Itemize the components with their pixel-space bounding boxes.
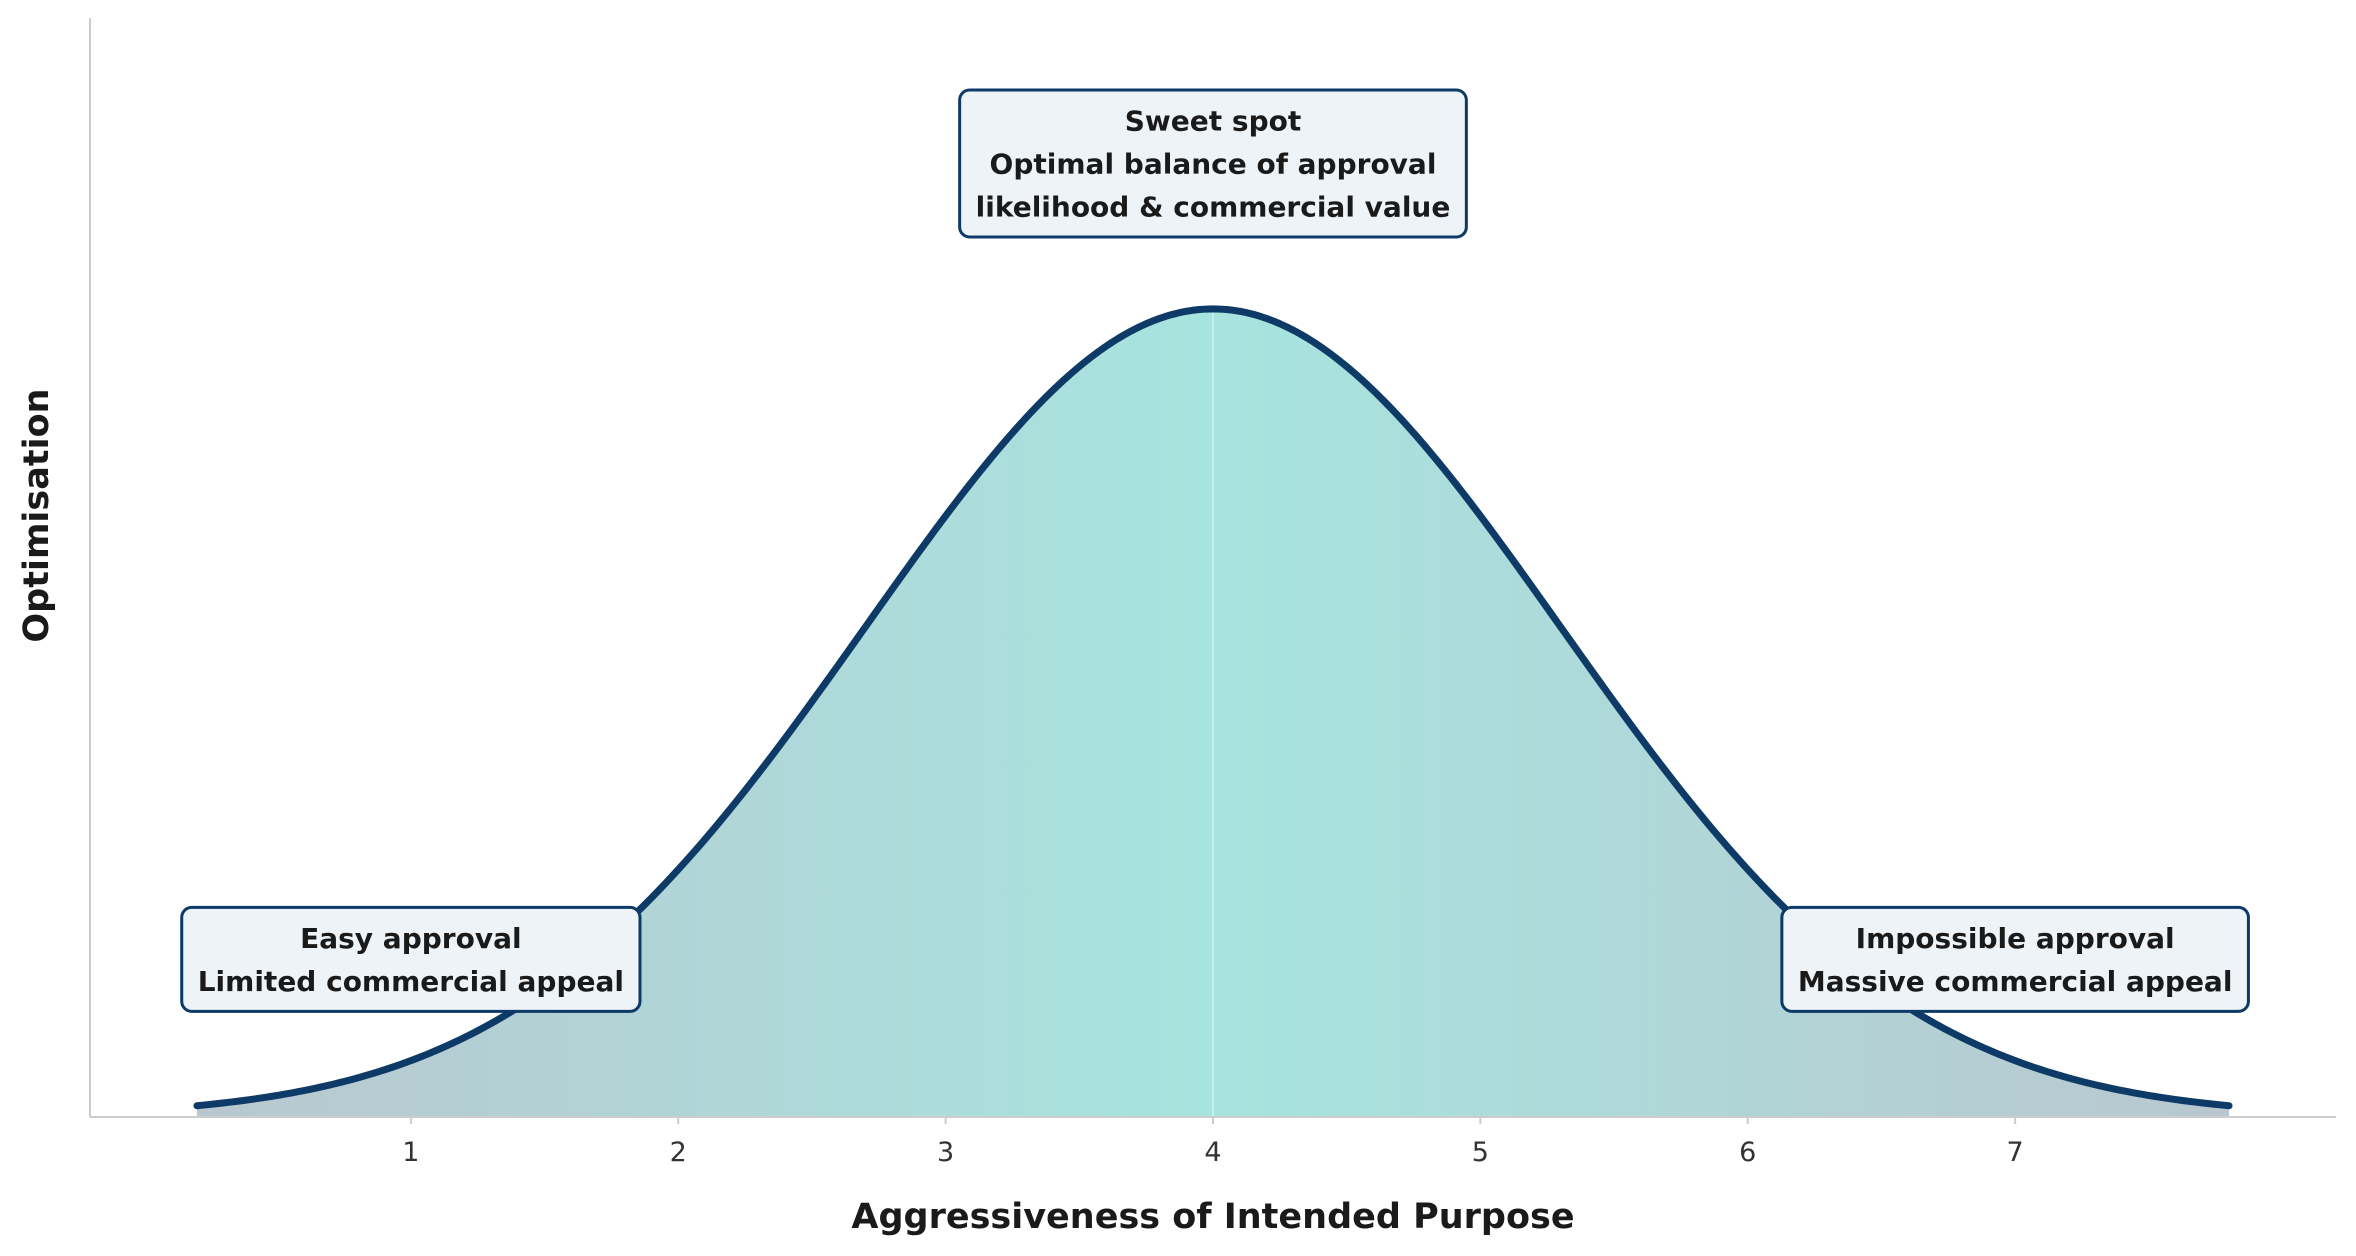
x-tick-label: 1 xyxy=(402,1137,419,1168)
annotation-line: Impossible approval xyxy=(1856,922,2175,955)
x-tick-label: 5 xyxy=(1472,1137,1489,1168)
x-ticks: 1 2 3 4 5 6 7 xyxy=(402,1117,2024,1168)
annotation-line: Limited commercial appeal xyxy=(198,965,624,998)
annotation-impossible-approval: Impossible approval Massive commercial ap… xyxy=(1780,905,2250,1013)
curve-area-fill xyxy=(196,308,2230,1117)
annotation-box xyxy=(180,905,642,1013)
x-axis-title: Aggressiveness of Intended Purpose xyxy=(851,1197,1574,1237)
annotation-easy-approval: Easy approval Limited commercial appeal xyxy=(180,905,642,1013)
x-tick-label: 7 xyxy=(2007,1137,2024,1168)
x-tick-label: 6 xyxy=(1739,1137,1756,1168)
x-tick-label: 2 xyxy=(670,1137,687,1168)
annotation-line: Sweet spot xyxy=(1125,104,1301,137)
y-axis-title: Optimisation xyxy=(17,388,57,642)
x-tick-label: 4 xyxy=(1204,1137,1221,1168)
annotation-sweet-spot: Sweet spot Optimal balance of approval lik… xyxy=(958,88,1468,239)
annotation-box xyxy=(958,88,1468,239)
annotation-line: Massive commercial appeal xyxy=(1798,965,2233,998)
annotations: Sweet spot Optimal balance of approval lik… xyxy=(180,88,2250,1013)
annotation-line: Easy approval xyxy=(300,922,521,955)
annotation-line: likelihood & commercial value xyxy=(976,190,1451,223)
x-tick-label: 3 xyxy=(937,1137,954,1168)
annotation-line: Optimal balance of approval xyxy=(990,147,1437,180)
annotation-box xyxy=(1780,905,2250,1013)
